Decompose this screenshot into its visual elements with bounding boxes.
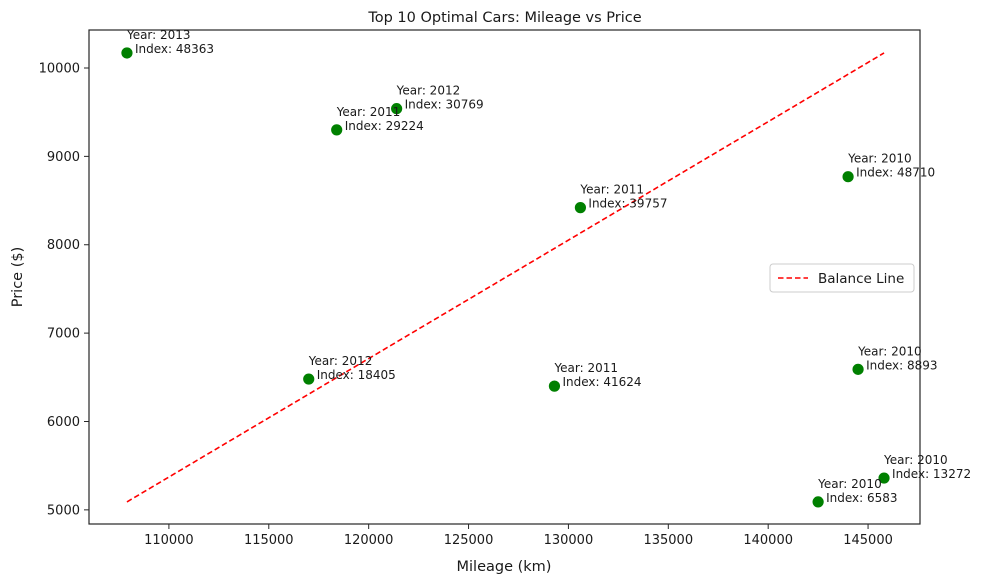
x-tick-label: 115000 xyxy=(244,533,294,548)
x-tick-label: 130000 xyxy=(544,533,594,548)
y-tick-label: 9000 xyxy=(47,150,80,165)
point-year-label: Year: 2012 xyxy=(396,84,461,98)
data-point xyxy=(811,495,825,509)
x-tick-label: 125000 xyxy=(444,533,494,548)
x-axis-label: Mileage (km) xyxy=(457,559,552,575)
data-point xyxy=(302,372,316,386)
x-tick-label: 140000 xyxy=(743,533,793,548)
balance-line xyxy=(126,52,885,503)
x-tick-label: 120000 xyxy=(344,533,394,548)
point-index-label: Index: 18405 xyxy=(317,368,396,382)
y-tick-label: 5000 xyxy=(47,503,80,518)
point-year-label: Year: 2010 xyxy=(847,152,912,166)
x-tick-label: 135000 xyxy=(643,533,693,548)
x-tick-label: 145000 xyxy=(843,533,893,548)
point-index-label: Index: 48363 xyxy=(135,42,214,56)
legend-box xyxy=(769,263,915,293)
chart-title: Top 10 Optimal Cars: Mileage vs Price xyxy=(367,10,641,26)
data-point xyxy=(390,102,404,116)
data-point xyxy=(120,46,134,60)
point-index-label: Index: 39757 xyxy=(588,197,667,211)
y-axis-label: Price ($) xyxy=(10,247,26,308)
point-index-label: Index: 29224 xyxy=(345,119,424,133)
data-point xyxy=(877,471,891,485)
data-point xyxy=(574,201,587,215)
point-year-label: Year: 2013 xyxy=(126,28,191,42)
point-index-label: Index: 41624 xyxy=(562,375,641,389)
y-tick-label: 7000 xyxy=(47,327,80,342)
y-tick-label: 8000 xyxy=(47,238,80,253)
point-year-label: Year: 2011 xyxy=(336,105,401,119)
point-index-label: Index: 8893 xyxy=(866,358,937,372)
point-year-label: Year: 2010 xyxy=(857,344,922,358)
point-year-label: Year: 2012 xyxy=(308,354,373,368)
point-index-label: Index: 6583 xyxy=(826,491,897,505)
point-year-label: Year: 2011 xyxy=(553,361,618,375)
plot-frame xyxy=(88,29,921,525)
point-index-label: Index: 13272 xyxy=(892,467,971,481)
data-point xyxy=(841,170,855,184)
point-index-label: Index: 30769 xyxy=(405,98,484,112)
data-point xyxy=(851,362,865,376)
point-index-label: Index: 48710 xyxy=(856,166,935,180)
point-year-label: Year: 2010 xyxy=(883,453,948,467)
x-tick-label: 110000 xyxy=(144,533,194,548)
data-point xyxy=(330,123,344,137)
point-year-label: Year: 2010 xyxy=(817,477,882,491)
legend-label: Balance Line xyxy=(818,271,904,287)
point-year-label: Year: 2011 xyxy=(579,183,644,197)
axes: 110000 115000 120000 125000 130000 135000 1400… xyxy=(39,62,893,549)
legend: Balance Line xyxy=(769,263,915,293)
data-point xyxy=(548,379,561,393)
y-tick-label: 10000 xyxy=(39,62,80,77)
y-tick-label: 6000 xyxy=(47,415,80,430)
